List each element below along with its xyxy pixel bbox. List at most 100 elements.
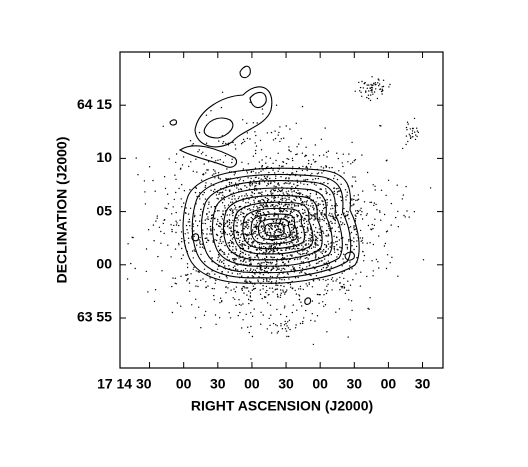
stipple-dot [246,294,248,296]
stipple-dot [326,331,328,333]
stipple-dot [306,226,309,228]
stipple-dot [291,226,293,229]
stipple-dot [213,299,215,301]
stipple-dot [198,149,200,151]
stipple-dot [297,192,300,194]
stipple-dot [178,224,180,227]
stipple-dot [317,262,319,264]
stipple-dot [238,299,240,301]
contour-line [265,223,284,236]
stipple-dot [415,134,417,136]
stipple-dot [318,294,320,296]
stipple-dot [201,246,204,248]
contour-line [251,214,297,244]
stipple-dot [219,159,221,161]
stipple-dot [254,185,256,187]
stipple-dot [270,263,272,265]
stipple-dot [298,193,301,195]
stipple-dot [329,229,331,231]
stipple-dot [334,216,336,219]
stipple-dot [254,187,256,189]
stipple-dot [366,275,368,278]
stipple-dot [336,236,338,238]
stipple-dot [294,235,296,237]
stipple-dot [405,135,408,137]
stipple-dot [247,238,250,240]
stipple-dot [324,206,326,209]
stipple-dot [207,161,210,163]
stipple-dot [264,252,266,254]
stipple-dot [248,208,250,210]
stipple-dot [264,205,266,207]
stipple-dot [248,234,250,236]
stipple-dot [372,93,374,95]
stipple-dot [283,324,286,326]
stipple-dot [285,210,287,212]
stipple-dot [349,261,351,263]
stipple-dot [190,273,192,275]
stipple-dot [242,212,244,214]
stipple-dot [180,275,182,277]
contour-line [234,202,313,254]
stipple-dot [381,88,383,90]
stipple-dot [388,86,390,88]
stipple-dot [355,210,357,212]
stipple-dot [205,114,208,116]
stipple-dot [247,163,249,165]
stipple-dot [220,106,223,109]
stipple-dot [227,271,229,273]
stipple-dot [266,132,268,134]
stipple-dot [238,215,240,217]
stipple-dot [369,242,371,244]
stipple-dot [258,192,261,194]
stipple-dot [279,294,282,296]
stipple-dot [226,233,228,236]
stipple-dot [305,283,307,285]
stipple-dot [223,262,225,265]
stipple-dot [359,285,362,287]
stipple-dot [245,279,247,281]
stipple-dot [352,161,354,163]
stipple-dot [404,216,406,218]
stipple-dot [395,216,397,219]
stipple-dot [246,122,248,125]
stipple-dot [254,273,256,275]
stipple-dot [312,214,314,216]
stipple-dot [228,227,230,229]
stipple-dot [319,239,322,241]
stipple-dot [385,194,387,197]
stipple-dot [235,246,237,248]
stipple-dot [298,248,300,250]
stipple-dot [283,226,286,228]
stipple-dot [208,201,210,203]
stipple-dot [234,182,237,184]
stipple-dot [265,263,268,266]
stipple-dot [329,199,332,201]
stipple-dot [380,125,382,127]
stipple-dot [361,95,363,98]
stipple-dot [343,286,346,288]
stipple-dot [187,237,190,239]
stipple-dot [231,161,233,164]
stipple-dot [282,230,284,232]
stipple-dot [325,250,327,253]
stipple-dot [256,211,259,213]
stipple-dot [322,250,324,252]
stipple-dot [248,290,250,292]
stipple-dot [315,254,317,256]
stipple-dot [252,233,254,235]
stipple-dot [271,225,273,227]
stipple-dot [299,258,301,260]
stipple-dot [297,204,299,206]
stipple-dot [317,177,320,180]
stipple-dot [271,239,274,242]
stipple-dot [300,237,302,239]
stipple-dot [286,158,288,160]
stipple-dot [178,242,180,245]
stipple-dot [387,179,390,181]
stipple-dot [275,185,277,188]
stipple-dot [284,204,286,206]
stipple-dot [371,88,373,91]
stipple-dot [257,207,259,209]
